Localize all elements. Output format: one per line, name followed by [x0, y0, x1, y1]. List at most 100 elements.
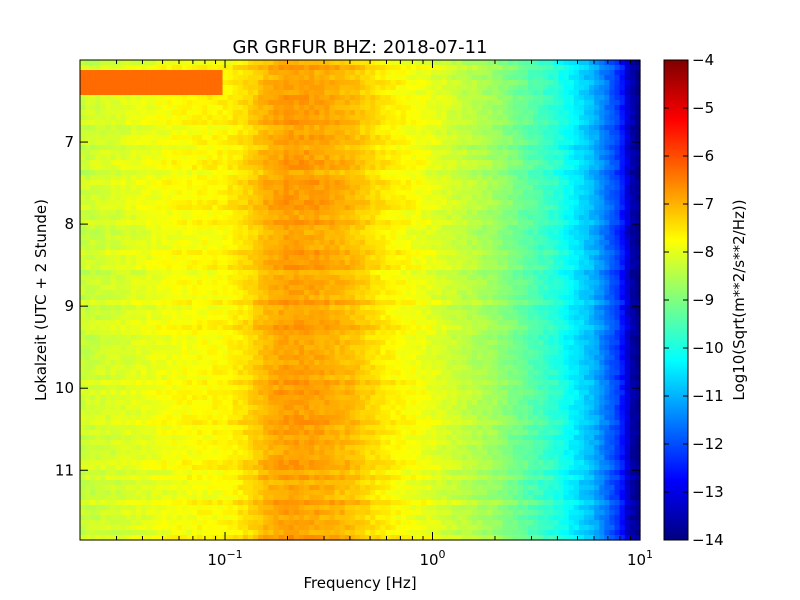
heatmap-cell [263, 160, 269, 166]
heatmap-cell [242, 180, 249, 186]
heatmap-cell [248, 195, 254, 201]
heatmap-cell [95, 285, 101, 291]
heatmap-cell [100, 480, 107, 486]
heatmap-cell [212, 405, 219, 411]
heatmap-cell [319, 460, 325, 466]
heatmap-cell [273, 515, 280, 521]
heatmap-cell [329, 185, 336, 191]
heatmap-cell [268, 80, 275, 86]
heatmap-cell [202, 90, 208, 96]
heatmap-cell [283, 440, 290, 446]
heatmap-cell [253, 60, 259, 66]
heatmap-cell [288, 175, 295, 181]
heatmap-cell [115, 395, 122, 401]
heatmap-cell [334, 330, 341, 336]
heatmap-cell [130, 310, 137, 316]
heatmap-cell [192, 85, 198, 91]
heatmap-cell [192, 330, 198, 336]
heatmap-cell [105, 170, 112, 176]
heatmap-cell [171, 385, 178, 391]
heatmap-cell [288, 140, 295, 146]
heatmap-cell [334, 490, 341, 496]
heatmap-cell [248, 515, 254, 521]
heatmap-cell [298, 225, 305, 231]
heatmap-cell [242, 495, 249, 501]
heatmap-cell [288, 425, 295, 431]
heatmap-cell [232, 235, 239, 241]
heatmap-cell [293, 190, 300, 196]
heatmap-cell [156, 315, 163, 321]
heatmap-cell [141, 215, 147, 221]
heatmap-cell [95, 125, 101, 131]
heatmap-cell [309, 180, 315, 186]
heatmap-cell [156, 510, 163, 516]
heatmap-cell [248, 325, 254, 331]
heatmap-cell [120, 400, 127, 406]
heatmap-cell [319, 100, 325, 106]
heatmap-cell [222, 425, 229, 431]
heatmap-cell [192, 155, 198, 161]
heatmap-cell [136, 335, 142, 341]
heatmap-cell [309, 90, 315, 96]
heatmap-cell [166, 260, 173, 266]
heatmap-cell [304, 460, 310, 466]
heatmap-cell [136, 425, 142, 431]
heatmap-cell [242, 315, 249, 321]
heatmap-cell [80, 455, 86, 461]
heatmap-cell [156, 435, 163, 441]
heatmap-cell [293, 170, 300, 176]
heatmap-cell [222, 85, 229, 91]
heatmap-cell [227, 80, 234, 86]
heatmap-cell [334, 265, 341, 271]
heatmap-cell [192, 500, 198, 506]
heatmap-cell [171, 435, 178, 441]
heatmap-cell [115, 490, 122, 496]
heatmap-cell [212, 345, 219, 351]
heatmap-cell [334, 535, 341, 541]
heatmap-cell [319, 490, 325, 496]
heatmap-cell [334, 235, 341, 241]
heatmap-cell [314, 395, 320, 401]
heatmap-cell [186, 195, 193, 201]
heatmap-cell [273, 230, 280, 236]
heatmap-cell [329, 90, 336, 96]
heatmap-cell [268, 365, 275, 371]
heatmap-cell [125, 485, 132, 491]
heatmap-cell [314, 475, 320, 481]
heatmap-cell [278, 340, 285, 346]
heatmap-cell [186, 125, 193, 131]
heatmap-cell [125, 380, 132, 386]
heatmap-cell [125, 445, 132, 451]
heatmap-cell [186, 525, 193, 531]
heatmap-cell [161, 90, 168, 96]
heatmap-cell [242, 505, 249, 511]
heatmap-cell [105, 140, 112, 146]
heatmap-cell [100, 200, 107, 206]
heatmap-cell [130, 375, 137, 381]
heatmap-cell [171, 465, 178, 471]
heatmap-cell [141, 270, 147, 276]
heatmap-cell [207, 495, 213, 501]
heatmap-cell [258, 445, 264, 451]
heatmap-cell [304, 130, 310, 136]
heatmap-cell [171, 320, 178, 326]
heatmap-cell [115, 475, 122, 481]
heatmap-cell [207, 505, 213, 511]
heatmap-cell [100, 385, 107, 391]
heatmap-cell [334, 160, 341, 166]
heatmap-cell [176, 520, 183, 526]
heatmap-cell [222, 250, 229, 256]
heatmap-cell [115, 370, 122, 376]
heatmap-cell [115, 375, 122, 381]
heatmap-cell [263, 430, 269, 436]
heatmap-cell [110, 475, 117, 481]
heatmap-cell [242, 230, 249, 236]
heatmap-cell [100, 85, 107, 91]
heatmap-cell [319, 495, 325, 501]
heatmap-cell [141, 260, 147, 266]
heatmap-cell [242, 405, 249, 411]
heatmap-cell [95, 160, 101, 166]
heatmap-cell [90, 120, 96, 126]
heatmap-cell [283, 275, 290, 281]
heatmap-cell [80, 490, 86, 496]
